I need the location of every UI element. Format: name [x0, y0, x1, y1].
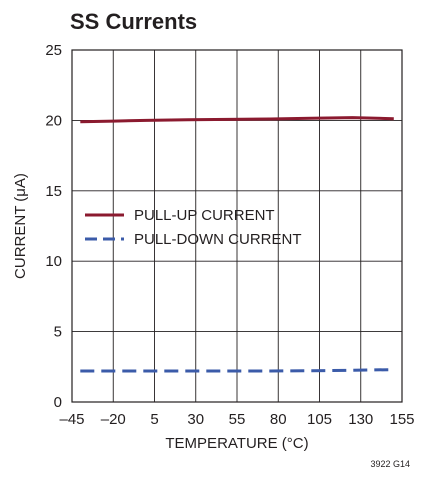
x-tick-labels: –45 –20 5 30 55 80 105 130 155: [59, 411, 414, 428]
legend: PULL-UP CURRENT PULL-DOWN CURRENT: [85, 207, 302, 248]
x-tick-label: 155: [389, 411, 414, 428]
y-axis-label: CURRENT (μA): [12, 173, 29, 279]
x-tick-label: –45: [59, 411, 84, 428]
y-tick-labels: 0 5 10 15 20 25: [45, 42, 62, 411]
x-tick-label: 80: [270, 411, 287, 428]
x-tick-label: –20: [101, 411, 126, 428]
x-tick-label: 55: [229, 411, 246, 428]
plot-series: [80, 116, 394, 373]
x-axis-label: TEMPERATURE (°C): [165, 435, 308, 452]
x-tick-label: 30: [187, 411, 204, 428]
y-tick-label: 10: [45, 253, 62, 270]
grid: [72, 50, 402, 402]
x-tick-label: 130: [348, 411, 373, 428]
plot-frame: [71, 49, 403, 403]
y-tick-label: 0: [54, 394, 62, 411]
y-tick-label: 15: [45, 183, 62, 200]
legend-label: PULL-DOWN CURRENT: [134, 231, 302, 248]
x-tick-label: 5: [150, 411, 158, 428]
legend-label: PULL-UP CURRENT: [134, 207, 275, 224]
chart-title: SS Currents: [70, 9, 197, 34]
y-tick-label: 20: [45, 112, 62, 129]
y-tick-label: 25: [45, 42, 62, 59]
y-tick-label: 5: [54, 324, 62, 341]
figure-id: 3922 G14: [370, 459, 410, 469]
x-tick-label: 105: [307, 411, 332, 428]
series-line-pull-down: [80, 368, 394, 373]
series-line-pull-up: [80, 116, 394, 124]
